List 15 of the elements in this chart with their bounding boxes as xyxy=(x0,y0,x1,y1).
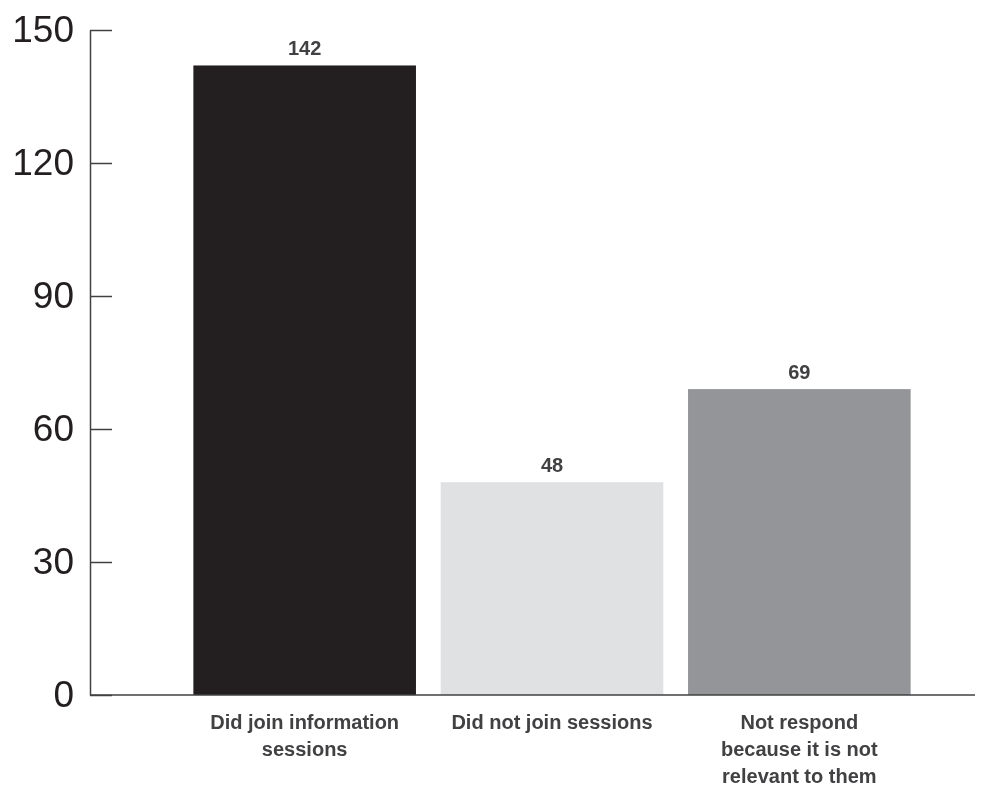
x-tick-label: Did not join sessions xyxy=(451,711,653,733)
y-tick-label: 30 xyxy=(32,541,74,583)
bar xyxy=(193,65,416,695)
x-tick-label: Did join information sessions xyxy=(210,711,400,760)
data-label: 142 xyxy=(287,37,322,60)
y-tick-label: 120 xyxy=(12,142,74,184)
y-tick-label: 60 xyxy=(32,408,74,450)
y-tick-label: 90 xyxy=(32,275,74,317)
bar xyxy=(688,389,911,695)
y-tick-label: 150 xyxy=(12,9,74,51)
data-label: 48 xyxy=(540,454,564,477)
y-tick-label: 0 xyxy=(53,674,74,716)
data-label: 69 xyxy=(788,361,811,384)
bar xyxy=(440,482,664,695)
x-tick-label: Not respond because it is not relevant to them xyxy=(720,711,879,787)
